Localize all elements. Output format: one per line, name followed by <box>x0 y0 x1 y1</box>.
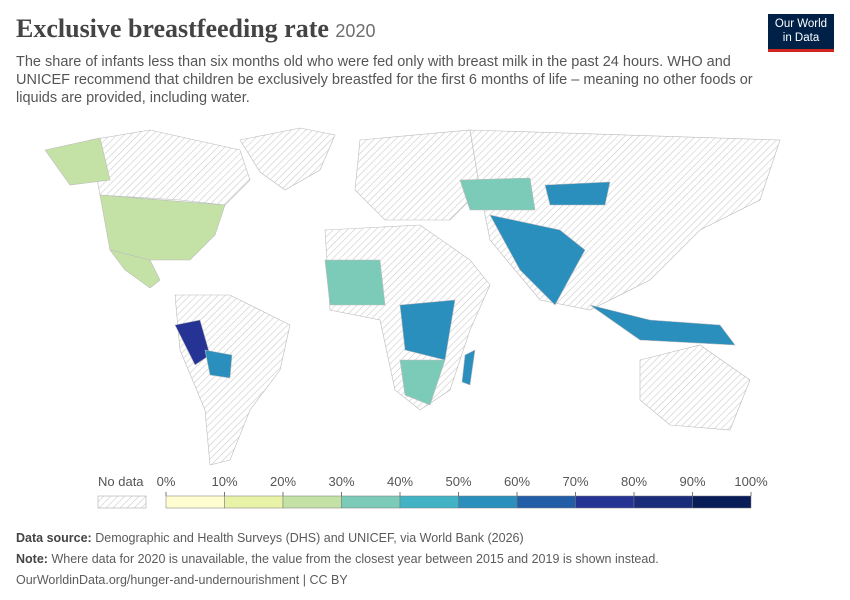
indonesia <box>589 304 736 346</box>
greenland <box>239 127 336 191</box>
logo[interactable]: Our World in Data <box>768 14 834 52</box>
land <box>44 127 781 466</box>
canada-russia <box>89 129 251 206</box>
mongolia <box>544 181 611 206</box>
no-data-label: No data <box>98 474 144 489</box>
madagascar <box>461 349 476 386</box>
no-data-swatch <box>97 495 147 509</box>
legend: No data 0% 10% 20% 30% 40% 50% 60% 70% 80% 90% 100… <box>97 474 768 509</box>
bolivia <box>204 349 233 379</box>
logo-line: Our World <box>774 18 828 30</box>
source-line: Data source: Demographic and Health Surv… <box>16 528 659 549</box>
legend-tick-label: 100% <box>734 474 768 489</box>
year: 2020 <box>335 21 376 41</box>
legend-bin <box>282 495 342 509</box>
australia <box>639 344 751 431</box>
legend-tick-label: 50% <box>445 474 471 489</box>
alaska <box>44 137 111 186</box>
south-america <box>174 294 291 466</box>
legend-tick-label: 30% <box>328 474 354 489</box>
legend-tick-label: 0% <box>157 474 176 489</box>
legend-tick-label: 70% <box>562 474 588 489</box>
legend-bin <box>341 495 401 509</box>
legend-bin <box>165 495 225 509</box>
legend-bin <box>516 495 576 509</box>
title: Exclusive breastfeeding rate <box>16 14 329 43</box>
legend-tick-label: 80% <box>621 474 647 489</box>
legend-bin <box>224 495 284 509</box>
source: Demographic and Health Surveys (DHS) and… <box>95 531 524 545</box>
legend-bin <box>458 495 518 509</box>
east-africa <box>399 299 456 361</box>
legend-bin <box>692 495 752 509</box>
legend-bin <box>399 495 459 509</box>
source-label: Data source: <box>16 531 92 545</box>
southern-africa <box>399 359 446 406</box>
logo-line: in Data <box>782 32 820 44</box>
map <box>44 127 781 466</box>
subtitle: The share of infants less than six month… <box>16 54 753 106</box>
mexico <box>109 249 161 289</box>
footer: Data source: Demographic and Health Surv… <box>16 528 659 591</box>
asia <box>469 129 781 311</box>
legend-tick-label: 60% <box>504 474 530 489</box>
legend-tick-label: 10% <box>211 474 237 489</box>
legend-bin <box>633 495 693 509</box>
legend-tick-label: 40% <box>387 474 413 489</box>
south-asia <box>489 214 586 306</box>
legend-tick-label: 20% <box>270 474 296 489</box>
europe <box>354 129 481 221</box>
note: Where data for 2020 is unavailable, the … <box>51 552 659 566</box>
west-africa <box>324 259 386 306</box>
note-label: Note: <box>16 552 48 566</box>
central-asia <box>459 177 536 211</box>
url[interactable]: OurWorldinData.org/hunger-and-undernouri… <box>16 573 348 587</box>
legend-bin <box>575 495 635 509</box>
note-line: Note: Where data for 2020 is unavailable… <box>16 549 659 570</box>
title-line: Exclusive breastfeeding rate 2020 <box>16 14 375 44</box>
usa <box>99 194 226 261</box>
legend-tick-label: 90% <box>679 474 705 489</box>
